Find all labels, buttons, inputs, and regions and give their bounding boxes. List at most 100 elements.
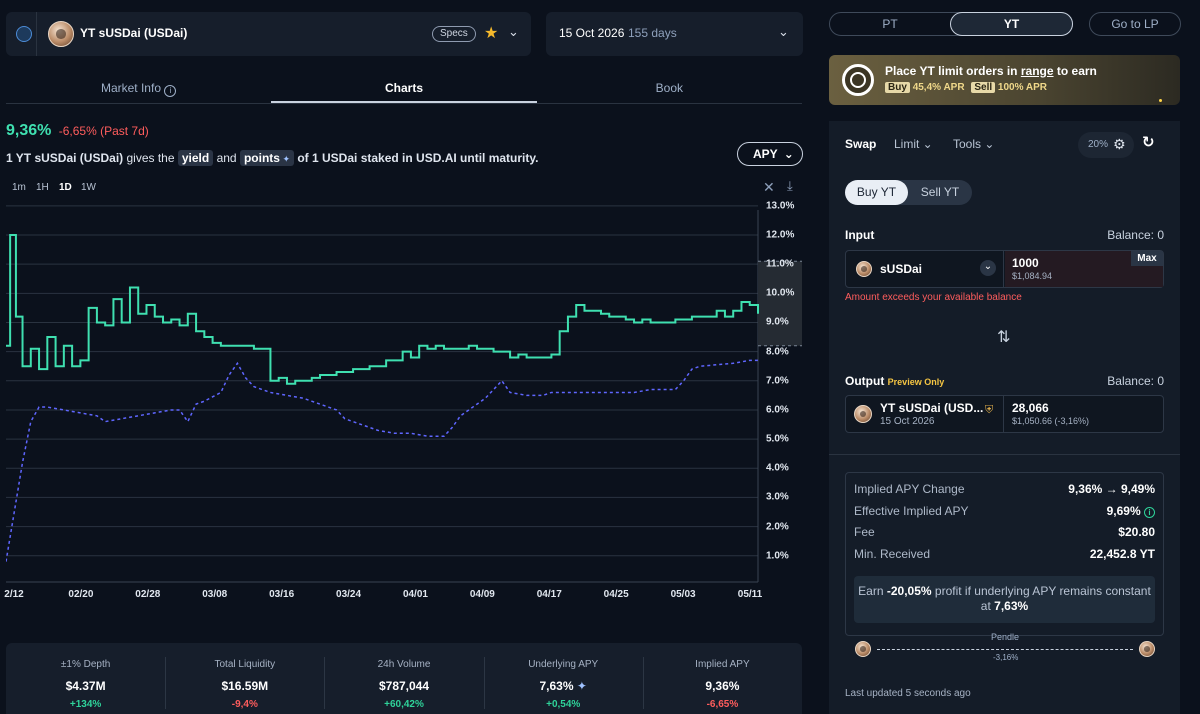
x-tick-label: 03/16 — [269, 589, 295, 600]
input-balance: Balance: 0 — [1107, 228, 1164, 242]
chevron-down-icon[interactable]: ⌄ — [508, 24, 519, 39]
input-token-select[interactable]: sUSDai ⌄ — [846, 251, 1004, 287]
y-tick-label: 13.0% — [766, 200, 795, 212]
x-tick-label: 04/09 — [469, 589, 495, 600]
days-left: 155 days — [628, 26, 677, 40]
y-tick-label: 3.0% — [766, 491, 789, 503]
stat-24h-volume: 24h Volume $787,044 +60,42% — [324, 643, 483, 714]
tab-yt[interactable]: YT — [950, 12, 1073, 36]
buy-yt-tab[interactable]: Buy YT — [845, 180, 908, 205]
main-tabs: Market Info i Charts Book — [6, 74, 802, 104]
yield-chip: yield — [177, 150, 214, 166]
range-link[interactable]: range — [1020, 64, 1054, 78]
star-icon[interactable]: ★ — [484, 25, 499, 42]
timeframe-1h[interactable]: 1H — [36, 182, 49, 193]
trade-panel: Swap Limit ⌄ Tools ⌄ 20% ⚙ ↻ Buy YT Sell… — [829, 121, 1180, 714]
timeframe-1w[interactable]: 1W — [81, 182, 96, 193]
buy-sell-toggle: Buy YT Sell YT — [845, 180, 972, 205]
detail-implied-apy-change: Implied APY Change 9,36% → 9,49% — [854, 482, 1155, 496]
pt-yt-toggle: PT YT — [829, 12, 1073, 36]
y-tick-label: 9.0% — [766, 316, 789, 328]
output-balance: Balance: 0 — [1107, 374, 1164, 388]
market-selector[interactable]: YT sUSDai (USDai) Specs ★ ⌄ — [6, 12, 531, 56]
route-pct: -3,16% — [993, 653, 1019, 662]
output-amount: 28,066 — [1012, 401, 1049, 415]
x-tick-label: 02/20 — [68, 589, 94, 600]
market-description: 1 YT sUSDai (USDai) gives the yield and … — [6, 150, 539, 166]
earn-info-box: Earn -20,05% profit if underlying APY re… — [854, 576, 1155, 623]
timeframe-1m[interactable]: 1m — [12, 182, 26, 193]
go-to-lp-button[interactable]: Go to LP — [1089, 12, 1181, 36]
detail-effective-apy: Effective Implied APY 9,69% i — [854, 504, 1155, 518]
yt-token-icon — [48, 21, 74, 47]
stat-underlying-apy: Underlying APY 7,63% ✦ +0,54% — [483, 643, 643, 714]
tab-market-info[interactable]: Market Info i — [6, 74, 271, 103]
slippage-settings[interactable]: 20% ⚙ — [1078, 132, 1134, 158]
tab-book[interactable]: Book — [655, 81, 683, 95]
output-box: YT sUSDai (USD... 15 Oct 2026 ⛨ 28,066 $… — [845, 395, 1164, 433]
tab-tools[interactable]: Tools ⌄ — [953, 137, 995, 151]
specs-badge[interactable]: Specs — [432, 26, 476, 42]
stat-depth: ±1% Depth $4.37M +134% — [60, 659, 111, 710]
apy-change: -6,65% (Past 7d) — [58, 124, 149, 138]
y-tick-label: 11.0% — [766, 258, 794, 270]
tab-swap[interactable]: Swap — [845, 137, 877, 151]
output-label: Output Preview Only — [845, 374, 945, 388]
chevron-down-icon: ⌄ — [980, 260, 996, 276]
download-icon[interactable]: ⤓ — [787, 178, 793, 193]
last-updated: Last updated 5 seconds ago — [845, 688, 971, 699]
chevron-down-icon[interactable]: ⌄ — [778, 24, 789, 39]
y-tick-label: 1.0% — [766, 550, 789, 562]
pendle-logo — [16, 26, 32, 42]
value-highlight-band — [758, 261, 802, 346]
yt-token-icon — [854, 405, 872, 423]
maturity-date: 15 Oct 2026 — [559, 26, 625, 40]
points-chip: points ✦ — [239, 150, 294, 166]
y-tick-label: 4.0% — [766, 462, 789, 474]
y-tick-label: 8.0% — [766, 346, 789, 358]
input-label: Input — [845, 228, 875, 242]
y-tick-label: 7.0% — [766, 375, 789, 387]
tools-icon[interactable]: ✕ — [763, 179, 775, 195]
x-tick-label: 05/11 — [737, 589, 763, 600]
tab-charts[interactable]: Charts — [271, 74, 537, 103]
route-label: Pendle — [991, 632, 1020, 642]
yt-token-icon — [1139, 641, 1155, 657]
max-button[interactable]: Max — [1131, 251, 1163, 266]
sparkle-icon: ✦ — [279, 154, 290, 164]
x-tick-label: 04/17 — [536, 589, 562, 600]
sell-yt-tab[interactable]: Sell YT — [920, 185, 960, 199]
underlying-apy-line — [6, 359, 758, 562]
route-visual: Pendle -3,16% — [855, 632, 1155, 664]
tab-limit[interactable]: Limit ⌄ — [894, 137, 933, 151]
timeframe-1d[interactable]: 1D — [59, 182, 72, 193]
shield-icon: ⛨ — [985, 404, 994, 416]
x-tick-label: 04/01 — [402, 589, 428, 600]
swap-direction-icon[interactable]: ⇅ — [997, 329, 1011, 346]
limit-order-banner[interactable]: Place YT limit orders in range to earn B… — [829, 55, 1180, 105]
market-title: YT sUSDai (USDai) — [80, 26, 188, 40]
sell-tag: Sell — [971, 82, 996, 93]
y-tick-label: 6.0% — [766, 404, 789, 416]
detail-min-received: Min. Received 22,452.8 YT — [854, 547, 1155, 561]
maturity-selector[interactable]: 15 Oct 2026 155 days ⌄ — [546, 12, 803, 56]
sparkle-decoration — [1159, 99, 1162, 102]
info-icon[interactable]: i — [1144, 507, 1155, 518]
implied-apy-line — [6, 233, 759, 385]
buy-tag: Buy — [885, 82, 910, 93]
x-tick-label: 05/03 — [670, 589, 696, 600]
x-tick-label: 03/24 — [336, 589, 362, 600]
y-tick-label: 2.0% — [766, 521, 789, 533]
stat-total-liquidity: Total Liquidity $16.59M -9,4% — [165, 643, 324, 714]
apy-dropdown[interactable]: APY ⌄ — [737, 142, 803, 166]
stat-implied-apy: Implied APY 9,36% -6,65% — [642, 643, 802, 714]
current-apy: 9,36% — [6, 122, 52, 139]
x-tick-label: 04/25 — [603, 589, 629, 600]
output-usd: $1,050.66 (-3,16%) — [1012, 416, 1090, 426]
x-tick-label: 02/28 — [135, 589, 161, 600]
input-box: sUSDai ⌄ 1000 $1,084.94 Max — [845, 250, 1164, 288]
trade-details: Implied APY Change 9,36% → 9,49% Effectiv… — [845, 472, 1164, 636]
refresh-icon[interactable]: ↻ — [1142, 134, 1155, 151]
x-tick-label: 03/08 — [202, 589, 228, 600]
tab-pt[interactable]: PT — [882, 17, 898, 31]
